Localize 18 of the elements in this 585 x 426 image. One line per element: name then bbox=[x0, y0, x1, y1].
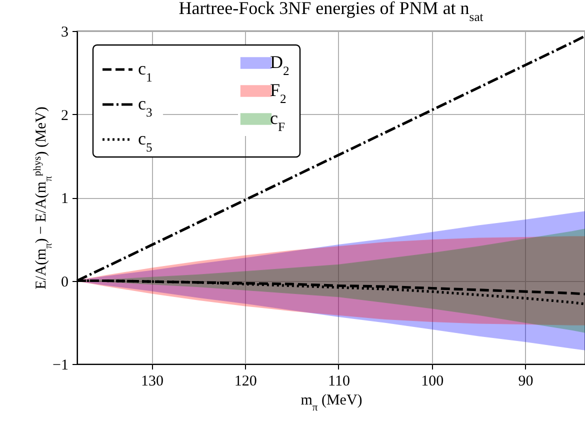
y-tick-label: 3 bbox=[61, 24, 68, 40]
x-tick-label: 120 bbox=[234, 374, 257, 390]
x-axis-title: m$_{π}$ (MeV) bbox=[300, 392, 362, 413]
legend-label: c$_{5}$ bbox=[138, 128, 152, 154]
y-tick-label: 1 bbox=[61, 191, 68, 207]
y-tick-label: −1 bbox=[52, 358, 68, 374]
y-tick-label: 2 bbox=[61, 108, 68, 124]
x-tick-label: 90 bbox=[518, 374, 534, 390]
chart-title: Hartree-Fock 3NF energies of PNM at n$_{sat}$ bbox=[178, 0, 484, 24]
x-tick-label: 110 bbox=[328, 374, 350, 390]
legend-label: F$_{2}$ bbox=[270, 80, 286, 106]
y-tick-label: 0 bbox=[61, 274, 68, 290]
legend-label: c$_{1}$ bbox=[138, 58, 152, 84]
legend-label: c$_{3}$ bbox=[138, 94, 152, 120]
legend-label: D$_{2}$ bbox=[270, 52, 290, 78]
legend-label: c$_{F}$ bbox=[270, 108, 286, 134]
x-tick-label: 130 bbox=[140, 374, 164, 390]
x-tick-label: 100 bbox=[421, 374, 444, 390]
